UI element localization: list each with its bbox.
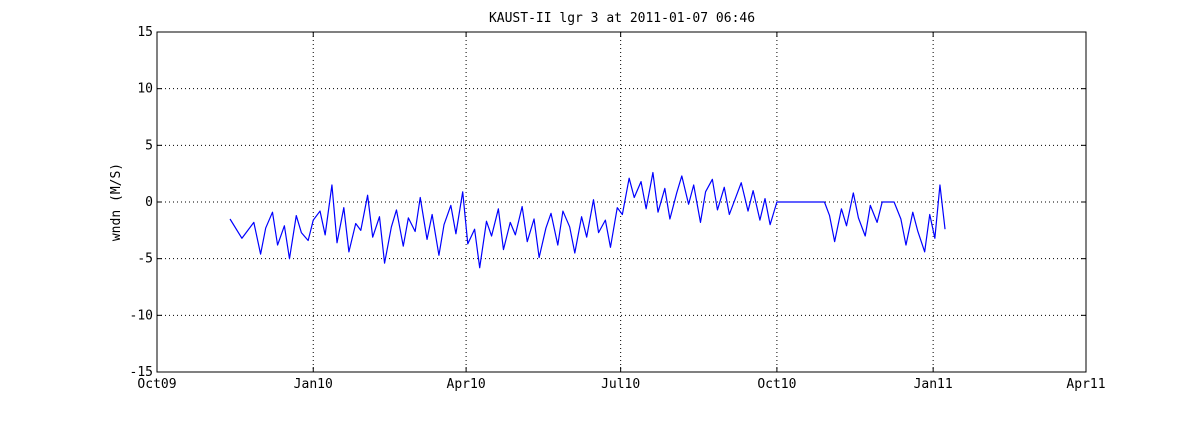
y-tick-label: 0: [145, 195, 153, 210]
y-tick-label: 15: [137, 25, 153, 40]
chart-title: KAUST-II lgr 3 at 2011-01-07 06:46: [489, 11, 755, 26]
y-tick-label: -10: [130, 308, 153, 323]
x-tick-label: Oct09: [137, 377, 176, 392]
grid-lines: [157, 32, 1086, 372]
axis-ticks: Oct09 Jan10 Apr10 Jul10 Oct10 Jan11 Apr11 15 10 5…: [130, 25, 1106, 392]
y-axis-label: wndn (M/S): [109, 163, 124, 241]
x-tick-label: Jul10: [601, 377, 640, 392]
y-tick-label: 10: [137, 82, 153, 97]
series-layer: [229, 171, 946, 269]
y-tick-label: -5: [137, 252, 153, 267]
series-line: [229, 171, 946, 269]
y-tick-label: -15: [130, 365, 153, 380]
x-tick-label: Apr10: [447, 377, 486, 392]
y-tick-label: 5: [145, 138, 153, 153]
x-tick-label: Oct10: [757, 377, 796, 392]
x-tick-label: Jan11: [914, 377, 953, 392]
x-tick-label: Jan10: [294, 377, 333, 392]
x-tick-label: Apr11: [1066, 377, 1105, 392]
